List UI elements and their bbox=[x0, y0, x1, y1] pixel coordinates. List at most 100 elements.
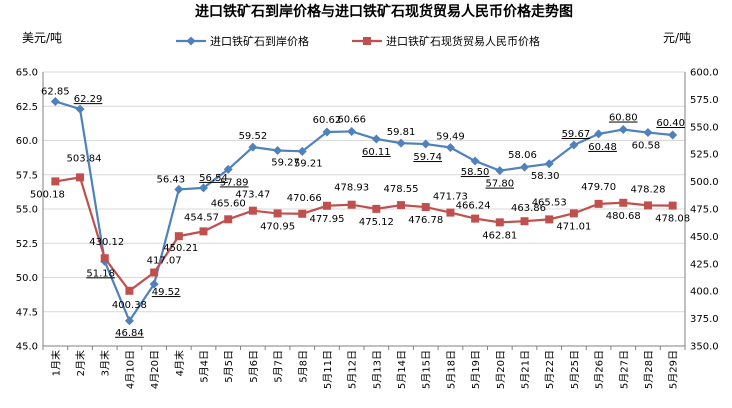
left-tick-label: 50.0 bbox=[16, 273, 38, 284]
rmb-price-marker bbox=[248, 206, 257, 215]
right-tick-label: 475.0 bbox=[690, 205, 719, 216]
cif-price-label: 58.50 bbox=[461, 167, 490, 178]
rmb-price-label: 503.84 bbox=[67, 153, 102, 164]
cif-price-marker bbox=[297, 146, 307, 156]
rmb-price-marker bbox=[174, 232, 183, 241]
cif-price-marker bbox=[495, 166, 505, 176]
rmb-price-marker bbox=[150, 268, 159, 277]
cif-price-marker bbox=[174, 184, 184, 194]
rmb-price-marker bbox=[397, 201, 406, 210]
legend-rmb-marker bbox=[363, 37, 371, 45]
right-tick-label: 600.0 bbox=[690, 68, 719, 79]
right-tick-label: 550.0 bbox=[690, 122, 719, 133]
cif-price-label: 60.11 bbox=[362, 147, 391, 158]
cif-price-label: 59.49 bbox=[436, 131, 465, 142]
rmb-price-marker bbox=[224, 215, 233, 224]
rmb-price-line bbox=[55, 176, 673, 293]
rmb-price-marker bbox=[199, 227, 208, 236]
cif-price-marker bbox=[594, 129, 604, 139]
cif-price-label: 60.48 bbox=[588, 142, 617, 153]
cif-price-label: 59.52 bbox=[239, 131, 268, 142]
cif-price-label: 59.21 bbox=[294, 158, 323, 169]
cif-price-marker bbox=[149, 279, 159, 289]
cif-price-marker bbox=[643, 128, 653, 138]
rmb-price-label: 470.66 bbox=[287, 193, 322, 204]
cif-price-label: 58.30 bbox=[531, 171, 560, 182]
rmb-price-label: 450.21 bbox=[163, 243, 198, 254]
left-tick-label: 57.5 bbox=[16, 170, 38, 181]
rmb-price-marker bbox=[76, 173, 85, 182]
category-label: 5月27日 bbox=[618, 350, 630, 389]
rmb-price-label: 400.38 bbox=[112, 300, 147, 311]
cif-price-label: 59.81 bbox=[387, 127, 416, 138]
rmb-price-label: 478.55 bbox=[384, 184, 419, 195]
cif-price-marker bbox=[618, 125, 628, 135]
rmb-price-marker bbox=[347, 200, 356, 209]
rmb-price-marker bbox=[520, 217, 529, 226]
rmb-price-marker bbox=[619, 198, 628, 207]
rmb-price-label: 465.53 bbox=[532, 197, 567, 208]
left-tick-label: 60.0 bbox=[16, 136, 38, 147]
category-label: 5月11日 bbox=[322, 350, 334, 389]
cif-price-marker bbox=[50, 96, 60, 106]
cif-price-label: 59.27 bbox=[271, 158, 300, 169]
rmb-price-label: 477.95 bbox=[309, 214, 344, 225]
cif-price-marker bbox=[322, 127, 332, 137]
rmb-price-label: 417.07 bbox=[147, 255, 182, 266]
cif-price-label: 62.29 bbox=[74, 94, 103, 105]
cif-price-label: 60.40 bbox=[656, 118, 685, 129]
category-label: 5月13日 bbox=[371, 350, 383, 389]
cif-price-label: 62.85 bbox=[41, 86, 70, 97]
cif-price-label: 56.54 bbox=[199, 173, 228, 184]
data-labels: 62.85 62.29 51.18 46.84 49.52 56.43 56.5457.89… bbox=[30, 86, 690, 338]
rmb-price-marker bbox=[545, 215, 554, 224]
rmb-price-label: 478.28 bbox=[630, 184, 665, 195]
category-label: 5月21日 bbox=[520, 350, 532, 389]
cif-price-marker bbox=[347, 126, 357, 136]
category-label: 5月6日 bbox=[248, 350, 260, 383]
right-tick-label: 350.0 bbox=[690, 342, 719, 353]
rmb-price-label: 500.18 bbox=[30, 189, 65, 200]
legend-cif-label: 进口铁矿石到岸价格 bbox=[210, 34, 309, 48]
cif-price-marker bbox=[544, 159, 554, 169]
cif-price-marker bbox=[371, 134, 381, 144]
category-label: 5月26日 bbox=[594, 350, 606, 389]
rmb-price-marker bbox=[495, 218, 504, 227]
category-label: 1月末 bbox=[49, 350, 62, 376]
category-label: 5月28日 bbox=[643, 350, 655, 389]
axes: 45.0 47.5 50.0 52.5 55.0 57.5 60.0 62.5 65.0 350.… bbox=[16, 68, 719, 390]
category-label: 4月10日 bbox=[124, 350, 136, 389]
category-label: 5月25日 bbox=[569, 350, 581, 389]
cif-price-marker bbox=[668, 130, 678, 140]
cif-price-label: 56.43 bbox=[156, 174, 185, 185]
right-tick-label: 425.0 bbox=[690, 259, 719, 270]
category-label: 5月20日 bbox=[495, 350, 507, 389]
rmb-price-marker bbox=[594, 199, 603, 208]
rmb-price-label: 463.86 bbox=[511, 203, 546, 214]
cif-price-label: 60.66 bbox=[337, 114, 366, 125]
left-axis-unit: 美元/吨 bbox=[22, 31, 62, 45]
cif-price-label: 57.89 bbox=[220, 177, 249, 188]
rmb-price-label: 479.70 bbox=[581, 182, 616, 193]
right-tick-label: 450.0 bbox=[690, 232, 719, 243]
rmb-price-marker bbox=[298, 209, 307, 218]
rmb-price-marker bbox=[100, 254, 109, 263]
rmb-price-marker bbox=[51, 177, 60, 186]
cif-price-label: 59.74 bbox=[413, 152, 442, 163]
category-label: 5月19日 bbox=[470, 350, 482, 389]
category-label: 4月末 bbox=[173, 350, 186, 376]
legend: 进口铁矿石到岸价格 进口铁矿石现货贸易人民币价格 bbox=[176, 34, 540, 48]
rmb-price-label: 454.57 bbox=[184, 212, 219, 223]
gridlines bbox=[43, 71, 685, 313]
cif-price-label: 51.18 bbox=[86, 268, 115, 279]
series-markers bbox=[50, 96, 678, 326]
rmb-price-marker bbox=[125, 286, 134, 295]
legend-cif-marker bbox=[186, 36, 196, 46]
cif-price-marker bbox=[248, 142, 258, 152]
rmb-price-marker bbox=[471, 214, 480, 223]
category-label: 5月29日 bbox=[668, 350, 680, 389]
rmb-price-label: 475.12 bbox=[359, 217, 394, 228]
cif-price-marker bbox=[396, 138, 406, 148]
category-label: 3月末 bbox=[99, 350, 112, 376]
